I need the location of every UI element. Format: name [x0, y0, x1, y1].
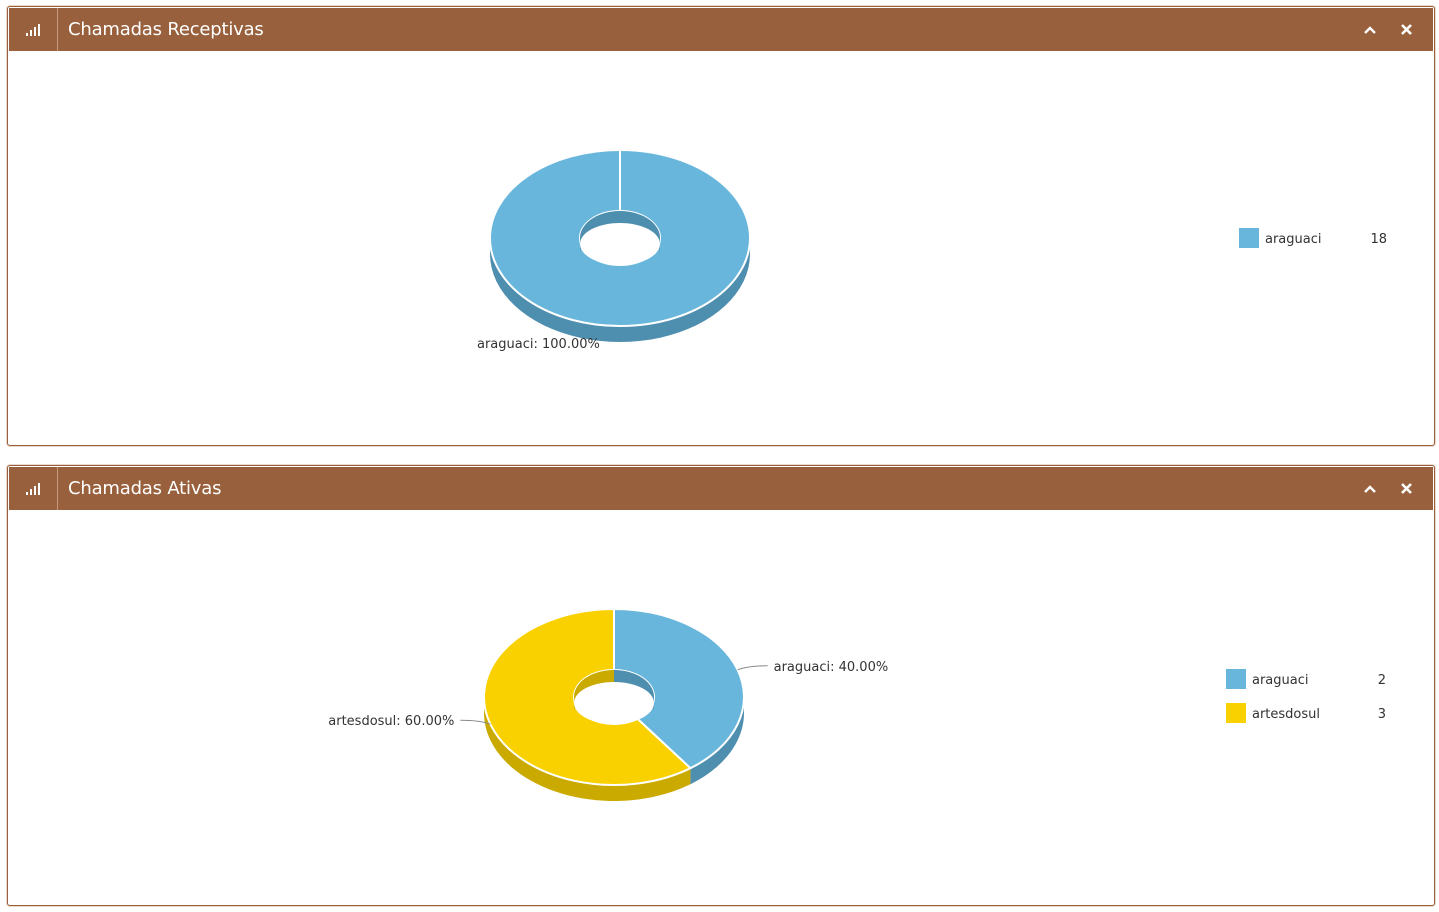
hole-wall-araguaci — [620, 211, 660, 254]
slice-label: araguaci: 100.00% — [477, 337, 600, 352]
label-connector — [460, 719, 491, 725]
widget-chamadas-ativas: Chamadas Ativas araguaci: 40.00% artesdos… — [7, 465, 1435, 906]
chart-legend: araguaci 2 artesdosul 3 — [1226, 669, 1386, 723]
slice-side-araguaci — [690, 697, 744, 785]
label-connector — [737, 665, 768, 671]
close-icon[interactable] — [1397, 21, 1415, 39]
widget-header: Chamadas Ativas — [9, 467, 1433, 510]
legend-swatch-artesdosul[interactable] — [1226, 703, 1246, 723]
widget-body: araguaci: 100.00% araguaci 18 — [8, 51, 1434, 445]
close-icon[interactable] — [1397, 480, 1415, 498]
widget-title: Chamadas Ativas — [68, 478, 222, 499]
legend-value: 2 — [1378, 673, 1386, 688]
legend-swatch-araguaci[interactable] — [1226, 669, 1246, 689]
widget-header: Chamadas Receptivas — [9, 8, 1433, 51]
slice-side-artesdosul — [484, 697, 691, 801]
legend-label[interactable]: araguaci — [1265, 232, 1322, 247]
hole-wall-araguaci — [580, 211, 620, 254]
legend-value: 3 — [1378, 707, 1386, 722]
legend-label[interactable]: araguaci — [1252, 673, 1309, 688]
bar-signal-icon — [9, 8, 58, 51]
widget-title: Chamadas Receptivas — [68, 19, 264, 40]
donut-hole — [580, 223, 660, 265]
hole-wall-artesdosul — [574, 670, 614, 713]
slice-side-araguaci — [490, 238, 750, 342]
chevron-up-icon[interactable] — [1361, 21, 1379, 39]
donut-hole — [573, 681, 654, 725]
widget-chamadas-receptivas: Chamadas Receptivas araguaci: 100.00% ar… — [7, 6, 1435, 446]
legend-label[interactable]: artesdosul — [1252, 707, 1320, 722]
slice-label: artesdosul: 60.00% — [328, 714, 454, 729]
donut-chart: araguaci: 100.00% araguaci 18 — [477, 149, 1387, 352]
hole-wall-araguaci — [614, 670, 654, 713]
chevron-up-icon[interactable] — [1361, 480, 1379, 498]
widget-body: araguaci: 40.00% artesdosul: 60.00% aragu… — [8, 510, 1434, 905]
slice-label: araguaci: 40.00% — [774, 660, 889, 675]
donut-chart: araguaci: 40.00% artesdosul: 60.00% aragu… — [328, 607, 1386, 801]
bar-signal-icon — [9, 467, 58, 510]
legend-swatch-araguaci[interactable] — [1239, 228, 1259, 248]
chart-legend: araguaci 18 — [1239, 228, 1387, 248]
legend-value: 18 — [1370, 232, 1387, 247]
